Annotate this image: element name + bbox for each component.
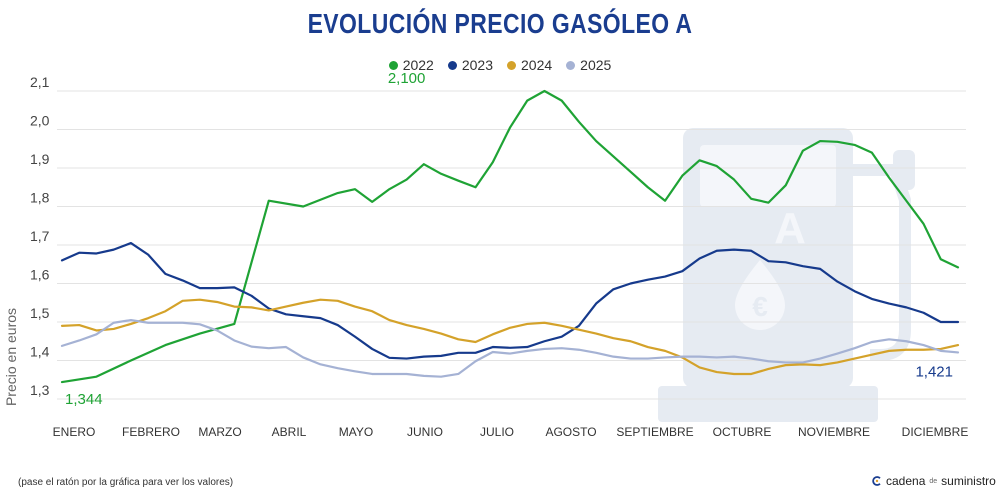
- legend: 2022 2023 2024 2025: [0, 57, 1000, 73]
- y-tick-label: 1,9: [30, 151, 50, 167]
- legend-marker-2022: [388, 60, 398, 70]
- x-tick-label: NOVIEMBRE: [798, 425, 870, 439]
- series-line-2022: [60, 89, 960, 384]
- legend-label-2022: 2022: [402, 57, 434, 73]
- watermark-pump-screen: [700, 145, 836, 207]
- legend-item-2024[interactable]: 2024: [507, 57, 552, 73]
- footnote: (pase el ratón por la gráfica para ver l…: [18, 477, 234, 488]
- y-tick-label: 2,0: [30, 113, 50, 129]
- watermark-pump-base: [658, 386, 878, 422]
- legend-item-2022[interactable]: 2022: [388, 57, 434, 73]
- legend-label-2024: 2024: [521, 57, 553, 73]
- x-tick-label: OCTUBRE: [713, 425, 772, 439]
- x-tick-label: ABRIL: [272, 425, 307, 439]
- y-tick-label: 1,7: [30, 228, 50, 244]
- legend-marker-2025: [566, 60, 576, 70]
- grid-lines: [57, 90, 966, 400]
- series-line-2023: [60, 241, 960, 360]
- data-annotations: 1,344 2,100 1,421: [65, 70, 953, 408]
- x-tick-label: SEPTIEMBRE: [616, 425, 693, 439]
- y-tick-label: 2,1: [30, 74, 50, 90]
- legend-item-2023[interactable]: 2023: [447, 57, 493, 73]
- brand-logo: cadena de suministro: [872, 474, 996, 488]
- y-tick-label: 1,5: [30, 305, 50, 321]
- legend-marker-2023: [447, 60, 457, 70]
- watermark-letter: A: [774, 204, 806, 253]
- x-tick-label: MAYO: [339, 425, 373, 439]
- chart-title: EVOLUCIÓN PRECIO GASÓLEO A: [307, 8, 693, 39]
- watermark-pump-nozzle: [893, 150, 915, 190]
- legend-label-2023: 2023: [461, 57, 493, 73]
- y-tick-label: 1,4: [30, 344, 50, 360]
- legend-marker-2024: [507, 60, 516, 70]
- series-line-2025: [60, 318, 960, 378]
- x-tick-label: DICIEMBRE: [902, 425, 969, 439]
- y-tick-label: 1,8: [30, 190, 50, 206]
- fuel-pump-watermark: A€: [658, 128, 915, 422]
- brand-text-1: cadena: [886, 474, 926, 488]
- x-tick-label: AGOSTO: [545, 425, 596, 439]
- legend-item-2025[interactable]: 2025: [566, 57, 611, 73]
- watermark-pump-hose: [853, 164, 911, 361]
- legend-label-2025: 2025: [580, 57, 612, 73]
- x-tick-label: JUNIO: [407, 425, 443, 439]
- y-tick-label: 1,3: [30, 382, 50, 398]
- brand-icon: [872, 476, 881, 486]
- watermark-drop-icon: [735, 260, 785, 330]
- y-axis-label: Precio en euros: [3, 308, 19, 406]
- x-tick-label: JULIO: [480, 425, 514, 439]
- watermark-euro-symbol: €: [752, 291, 768, 322]
- brand-text-3: suministro: [941, 474, 996, 488]
- series-line-2024: [60, 298, 960, 376]
- y-axis: 1,3 1,4 1,5 1,6 1,7 1,8 1,9 2,0 2,1 Precio en eur…: [3, 74, 50, 406]
- data-label: 1,344: [65, 391, 103, 408]
- series-lines: [60, 89, 960, 384]
- data-label: 2,100: [388, 70, 426, 87]
- x-tick-label: ENERO: [53, 425, 96, 439]
- y-tick-label: 1,6: [30, 267, 50, 283]
- x-tick-label: MARZO: [198, 425, 241, 439]
- x-tick-label: FEBRERO: [122, 425, 180, 439]
- data-label: 1,421: [915, 363, 953, 380]
- x-axis: ENERO FEBRERO MARZO ABRIL MAYO JUNIO JULIO AGOS…: [53, 425, 969, 439]
- brand-text-2: de: [929, 477, 938, 485]
